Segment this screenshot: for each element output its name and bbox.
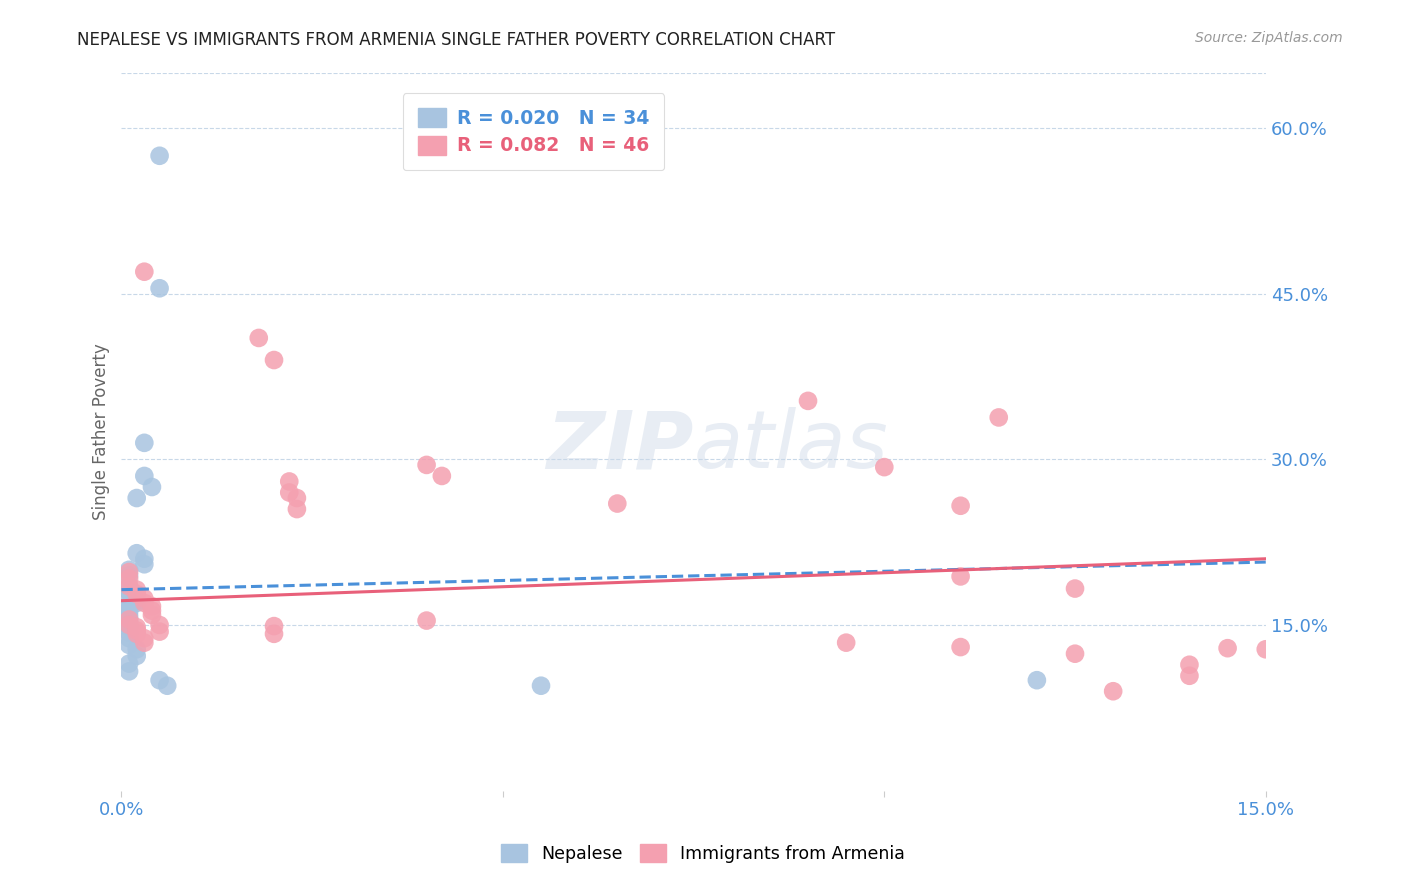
Point [118,568,141,582]
Point [118,598,141,612]
Point [415,458,437,472]
Point [430,469,453,483]
Point [949,569,972,583]
Point [987,410,1010,425]
Point [134,551,156,566]
Point [1025,673,1047,688]
Point [118,620,141,634]
Point [118,665,141,679]
Point [125,587,148,601]
Point [118,579,141,593]
Point [149,618,172,632]
Point [873,460,896,475]
Point [134,469,156,483]
Point [285,502,308,516]
Point [835,635,858,649]
Point [118,612,141,626]
Point [125,582,148,597]
Point [285,491,308,505]
Point [263,619,285,633]
Point [125,620,148,634]
Point [1064,582,1087,596]
Point [141,480,163,494]
Point [125,627,148,641]
Point [118,618,141,632]
Point [134,591,156,606]
Point [1064,647,1087,661]
Point [263,627,285,641]
Point [156,679,179,693]
Point [118,612,141,626]
Point [797,393,820,408]
Text: atlas: atlas [693,407,889,485]
Point [134,632,156,646]
Point [606,497,628,511]
Point [118,632,141,646]
Point [149,149,172,163]
Text: Source: ZipAtlas.com: Source: ZipAtlas.com [1195,31,1343,45]
Point [134,596,156,610]
Point [118,657,141,671]
Point [247,331,270,345]
Point [149,673,172,688]
Y-axis label: Single Father Poverty: Single Father Poverty [93,343,110,520]
Legend: Nepalese, Immigrants from Armenia: Nepalese, Immigrants from Armenia [495,838,911,870]
Point [118,609,141,624]
Point [415,614,437,628]
Point [125,546,148,560]
Point [530,679,553,693]
Point [118,601,141,615]
Point [134,435,156,450]
Point [1102,684,1125,698]
Point [118,563,141,577]
Point [118,638,141,652]
Point [263,353,285,368]
Point [125,491,148,505]
Point [134,265,156,279]
Point [1254,642,1277,657]
Point [134,558,156,572]
Point [149,281,172,295]
Point [125,596,148,610]
Text: ZIP: ZIP [546,407,693,485]
Point [125,648,148,663]
Text: NEPALESE VS IMMIGRANTS FROM ARMENIA SINGLE FATHER POVERTY CORRELATION CHART: NEPALESE VS IMMIGRANTS FROM ARMENIA SING… [77,31,835,49]
Point [949,640,972,654]
Legend: R = 0.020   N = 34, R = 0.082   N = 46: R = 0.020 N = 34, R = 0.082 N = 46 [402,93,664,170]
Point [125,624,148,638]
Point [134,635,156,649]
Point [141,599,163,614]
Point [949,499,972,513]
Point [118,605,141,619]
Point [141,604,163,618]
Point [1216,641,1239,656]
Point [1178,669,1201,683]
Point [1178,657,1201,672]
Point [118,585,141,599]
Point [118,579,141,593]
Point [278,475,301,489]
Point [125,593,148,607]
Point [118,565,141,579]
Point [278,485,301,500]
Point [118,615,141,630]
Point [118,591,141,605]
Point [149,624,172,639]
Point [118,625,141,640]
Point [141,608,163,623]
Point [125,642,148,657]
Point [118,572,141,586]
